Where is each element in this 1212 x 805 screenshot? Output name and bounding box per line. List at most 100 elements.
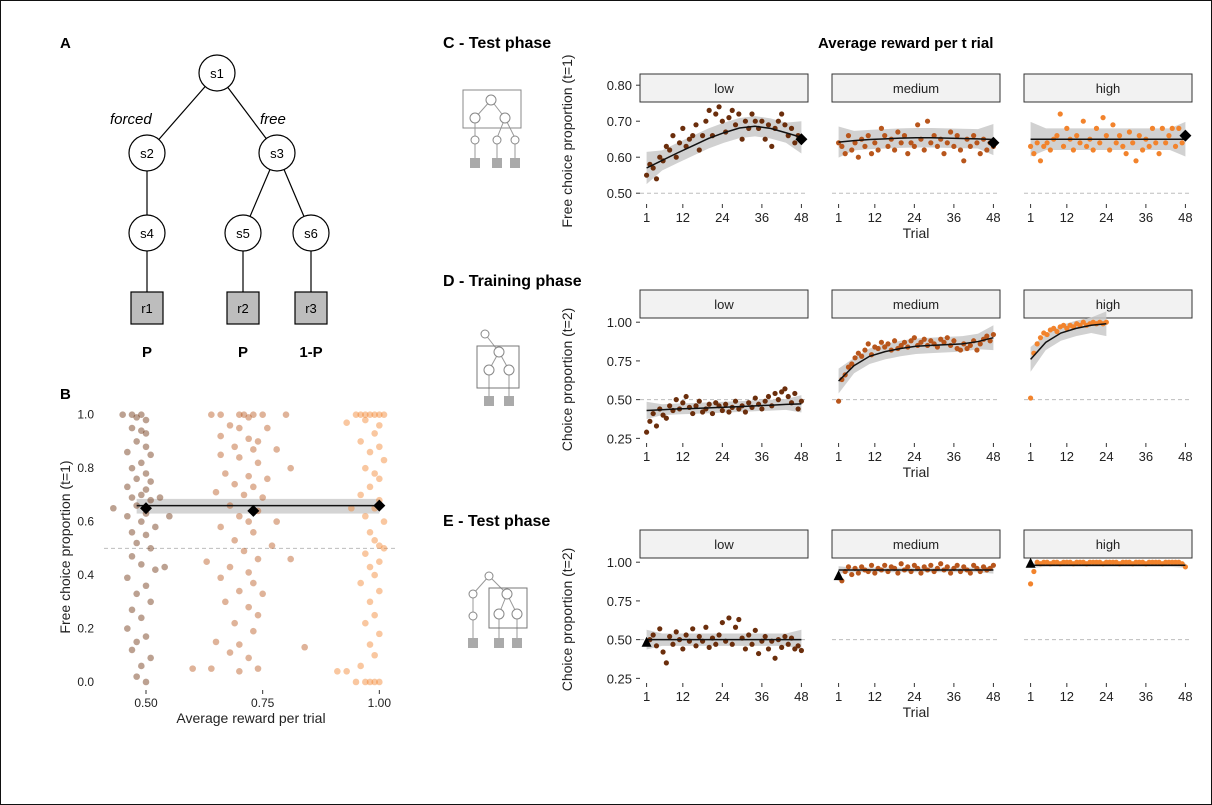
data-point (138, 518, 145, 525)
data-point (376, 587, 383, 595)
data-point (921, 336, 927, 342)
data-point (924, 118, 931, 124)
facet-strip (831, 73, 1001, 103)
data-point (660, 412, 666, 418)
facet-high: high 1 12 24 36 48 (1023, 529, 1193, 704)
data-point (951, 338, 957, 344)
data-point (690, 410, 696, 417)
data-point (362, 550, 369, 557)
data-point (1107, 147, 1113, 153)
data-point (1051, 325, 1057, 331)
y-tick-label: 0.2 (77, 622, 94, 636)
data-point (362, 464, 369, 472)
data-point (133, 673, 140, 680)
fit-confidence-ribbon (838, 325, 994, 394)
data-point (1060, 143, 1067, 149)
data-point (357, 662, 364, 670)
data-point (287, 464, 294, 472)
x-tick-label: 48 (986, 689, 1000, 704)
data-point (905, 564, 911, 570)
data-point (795, 406, 801, 412)
node-s5-label: s5 (236, 226, 250, 241)
data-point (1064, 325, 1070, 331)
facet-strip (639, 529, 809, 559)
data-point (759, 118, 765, 124)
facet-strip-label: high (1096, 81, 1121, 96)
data-point (875, 147, 881, 153)
data-point (788, 125, 795, 131)
data-point (245, 414, 252, 421)
data-point (231, 443, 238, 451)
data-point (147, 598, 154, 606)
data-point (217, 523, 224, 531)
reward-r1-label: r1 (141, 301, 153, 316)
x-tick-label: 12 (868, 449, 882, 464)
data-point (782, 122, 788, 128)
data-point (749, 641, 755, 647)
data-point (133, 414, 140, 421)
data-point (254, 611, 262, 619)
mean-marker-diamond (373, 499, 386, 512)
mean-marker-triangle (1025, 557, 1036, 568)
y-tick-label: 0.8 (77, 461, 94, 475)
data-point (769, 143, 775, 149)
data-point (352, 678, 360, 686)
facet-strip (639, 289, 809, 319)
data-point (380, 411, 388, 418)
data-point (765, 393, 772, 400)
data-point (719, 619, 725, 626)
data-point (366, 563, 374, 571)
data-point (343, 419, 350, 427)
data-point (231, 537, 238, 544)
reward-r3-label: r3 (305, 301, 317, 316)
x-tick-label: 1 (1027, 449, 1034, 464)
data-point (971, 133, 977, 139)
data-point (259, 411, 266, 418)
data-point (245, 472, 252, 480)
data-point (138, 561, 145, 568)
data-point (736, 616, 742, 623)
data-point (680, 646, 686, 652)
data-point (119, 411, 126, 418)
data-point (862, 143, 868, 149)
data-point (217, 411, 224, 418)
data-point (138, 459, 145, 467)
data-point (250, 446, 257, 453)
data-point (1126, 129, 1133, 135)
data-point (231, 619, 238, 627)
data-point (371, 470, 378, 477)
mean-marker-diamond (247, 504, 260, 517)
data-point (779, 111, 785, 117)
x-tick-label: 36 (947, 210, 961, 225)
data-point (357, 438, 364, 445)
data-point (898, 342, 904, 349)
facet-strip-label: high (1096, 297, 1121, 312)
x-tick-label: 1 (835, 210, 842, 225)
facet-strip (831, 289, 1001, 319)
data-point (875, 345, 881, 352)
data-point (947, 129, 954, 135)
data-point (951, 143, 957, 149)
x-tick-label: 24 (715, 449, 729, 464)
data-point (699, 409, 706, 415)
data-point (650, 632, 656, 638)
probability-r1: P (142, 344, 152, 361)
data-point (762, 633, 768, 640)
data-point (947, 570, 954, 576)
data-point (941, 151, 947, 157)
y-tick-label: 1.00 (607, 555, 632, 570)
data-point (882, 562, 888, 568)
data-point (245, 603, 252, 611)
data-point (954, 562, 960, 568)
data-point (742, 409, 749, 415)
panel-a-label: A (60, 35, 71, 52)
data-point (928, 338, 934, 344)
edge-label-free: free (260, 111, 286, 128)
data-point (371, 571, 378, 579)
data-point (895, 570, 901, 576)
data-point (1031, 151, 1037, 157)
data-point (667, 633, 673, 640)
x-tick-label: 36 (947, 449, 961, 464)
x-tick-label: 36 (1139, 449, 1153, 464)
